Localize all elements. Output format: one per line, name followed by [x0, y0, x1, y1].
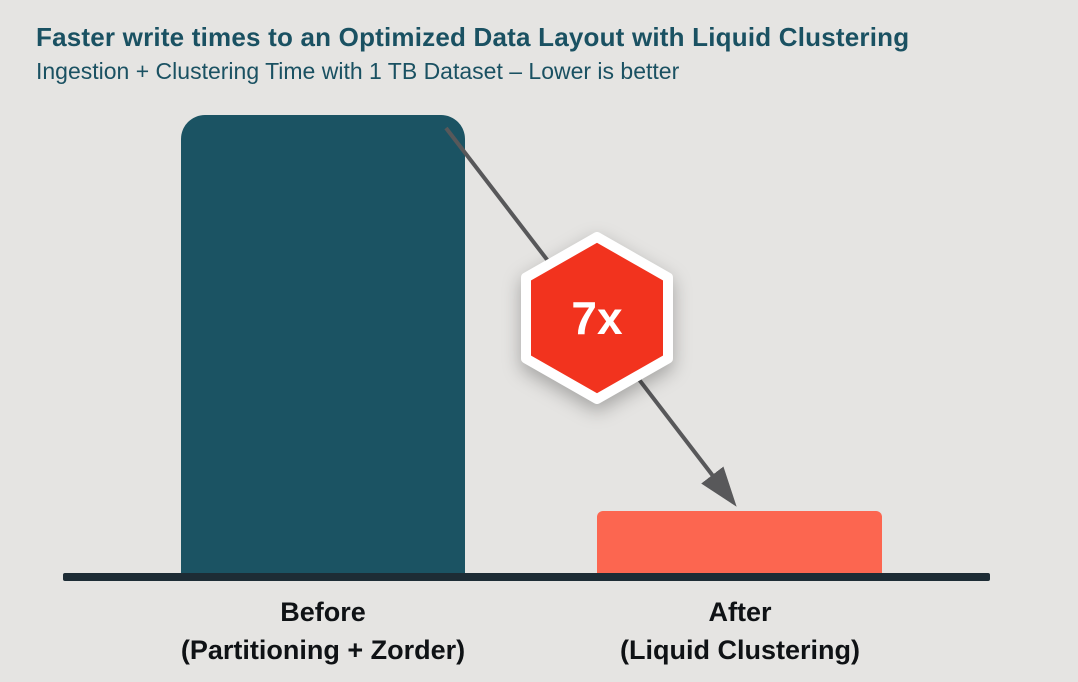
bar-before — [181, 115, 465, 577]
x-label-before-line2: (Partitioning + Zorder) — [180, 635, 466, 665]
bar-after — [597, 511, 882, 577]
chart-title: Faster write times to an Optimized Data … — [36, 22, 910, 52]
x-label-after-line1: After — [708, 597, 772, 627]
x-axis-line — [63, 573, 990, 581]
x-label-before-line1: Before — [280, 597, 366, 627]
x-label-after: After (Liquid Clustering) — [540, 593, 940, 669]
multiplier-badge-label: 7x — [571, 292, 623, 344]
x-label-before: Before (Partitioning + Zorder) — [123, 593, 523, 669]
x-label-after-line2: (Liquid Clustering) — [620, 635, 860, 665]
chart-subtitle: Ingestion + Clustering Time with 1 TB Da… — [36, 58, 680, 84]
